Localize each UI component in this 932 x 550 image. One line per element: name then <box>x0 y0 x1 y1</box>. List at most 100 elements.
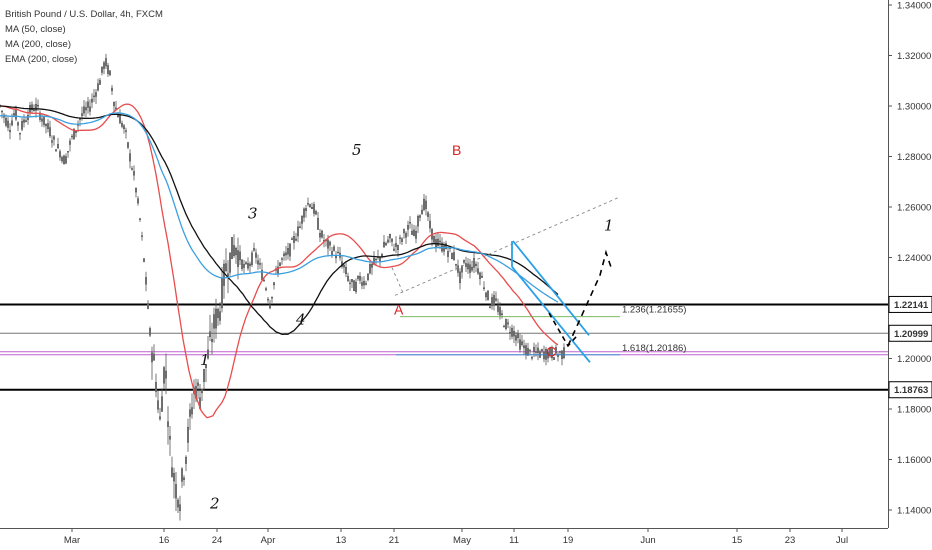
candle-body <box>84 107 87 111</box>
channel-upper-line[interactable] <box>512 240 590 336</box>
fib-label: 1.618(1.20186) <box>622 343 686 354</box>
candle-body <box>178 504 181 512</box>
candle-body <box>319 233 322 238</box>
x-tick-label: 15 <box>732 535 743 546</box>
price-label: 1.22141 <box>894 300 929 311</box>
y-tick-label: 1.28000 <box>897 152 931 163</box>
candle-body <box>259 263 262 265</box>
candle-body <box>19 132 22 135</box>
candle-body <box>293 236 296 243</box>
candle-body <box>200 389 203 394</box>
x-tick-label: 13 <box>336 535 347 546</box>
candle-body <box>375 258 378 261</box>
candle-body <box>51 140 54 143</box>
candle-body <box>104 58 107 67</box>
candle-body <box>397 245 400 251</box>
candle-body <box>222 263 225 286</box>
candle-body <box>120 123 123 127</box>
x-tick-label: 23 <box>785 535 796 546</box>
candle-body <box>301 215 304 224</box>
y-tick-label: 1.34000 <box>897 1 931 12</box>
candle-body <box>162 367 165 384</box>
candle-body <box>220 278 223 309</box>
candle-body <box>45 123 48 127</box>
candle-body <box>289 243 292 257</box>
candle-body <box>100 66 103 73</box>
y-tick-label: 1.16000 <box>897 455 931 466</box>
candle-body <box>439 240 442 243</box>
channel-lower-line[interactable] <box>511 266 591 363</box>
candle-body <box>401 238 404 242</box>
wave-label-B: B <box>452 142 461 158</box>
candle-body <box>224 263 227 271</box>
candle-body <box>419 215 422 218</box>
candle-body <box>283 253 286 257</box>
candle-body <box>66 151 69 153</box>
candle-body <box>555 347 558 354</box>
trend-dashed-line[interactable] <box>394 196 621 296</box>
candle-body <box>475 263 478 266</box>
candle-body <box>497 305 500 312</box>
candle-body <box>8 130 11 133</box>
candle-body <box>281 258 284 260</box>
candle-body <box>315 211 318 215</box>
candle-body <box>403 229 406 234</box>
legend-ma200: MA (200, close) <box>5 39 71 50</box>
candle-body <box>455 263 458 266</box>
candle-body <box>459 271 462 283</box>
candle-body <box>317 218 320 230</box>
candle-body <box>503 325 506 328</box>
wave-label-5: 5 <box>352 141 362 159</box>
candle-body <box>515 335 518 341</box>
projection-line[interactable] <box>567 249 613 347</box>
candle-body <box>369 264 372 274</box>
candle-body <box>529 349 532 351</box>
ema200-line[interactable] <box>0 112 559 303</box>
candle-body <box>277 266 280 274</box>
candle-body <box>102 62 105 69</box>
trend-dashed-line[interactable] <box>391 267 404 294</box>
candle-body <box>1 110 4 113</box>
candle-body <box>415 231 418 239</box>
candle-body <box>485 292 488 298</box>
candle-body <box>513 331 516 337</box>
candle-body <box>88 106 91 112</box>
candle-body <box>261 269 264 280</box>
candle-body <box>134 188 137 193</box>
candle-body <box>126 142 129 148</box>
candle-body <box>499 307 502 316</box>
candle-body <box>146 303 149 309</box>
candle-body <box>271 296 274 299</box>
candle-body <box>160 396 163 412</box>
ma50-line[interactable] <box>0 103 559 419</box>
x-tick-label: 11 <box>509 535 519 546</box>
candle-body <box>80 113 83 116</box>
candle-body <box>246 263 249 269</box>
candle-body <box>218 311 221 321</box>
candle-body <box>447 251 450 257</box>
candle-body <box>234 247 237 256</box>
candle-body <box>391 238 394 242</box>
candle-body <box>541 349 544 352</box>
candle-body <box>471 266 474 271</box>
candle-body <box>72 128 75 140</box>
candle-body <box>31 104 34 111</box>
candle-body <box>413 229 416 236</box>
candle-body <box>349 282 352 285</box>
candle-body <box>273 282 276 286</box>
candle-body <box>47 123 50 129</box>
candle-body <box>33 109 36 112</box>
candle-body <box>303 208 306 218</box>
candle-body <box>531 356 534 359</box>
candle-body <box>248 263 251 266</box>
candle-body <box>136 198 139 204</box>
candle-body <box>55 149 58 152</box>
candle-body <box>228 252 231 273</box>
candle-body <box>549 348 552 356</box>
ma200-line[interactable] <box>0 105 559 336</box>
candle-body <box>519 339 522 350</box>
candle-body <box>236 250 239 267</box>
candle-body <box>525 345 528 355</box>
